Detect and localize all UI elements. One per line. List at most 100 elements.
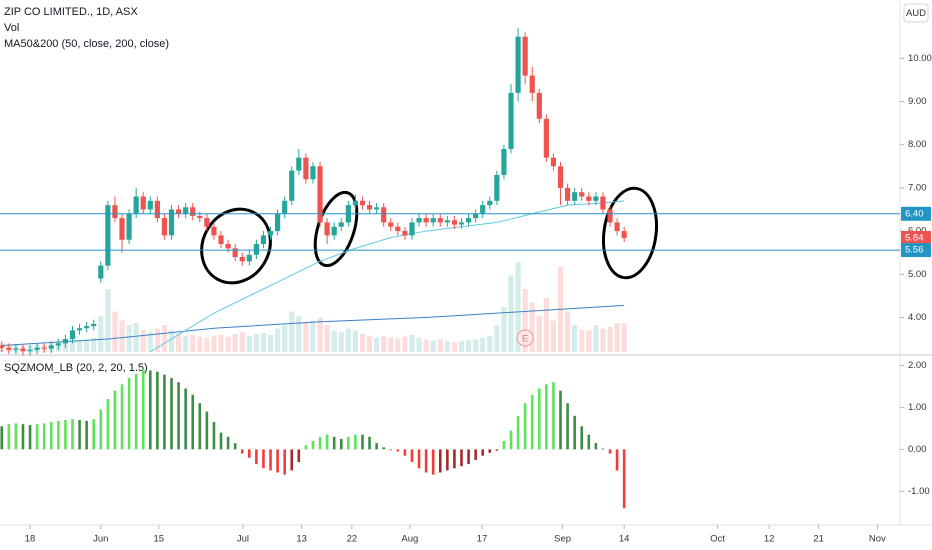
momentum-bar — [127, 378, 131, 450]
volume-bar — [522, 289, 528, 352]
hand-circle — [602, 186, 658, 280]
price-label: 5.84 — [905, 232, 924, 243]
momentum-bar — [106, 399, 110, 450]
candle-body — [409, 222, 415, 236]
volume-bar — [621, 323, 627, 352]
momentum-bar — [566, 403, 569, 450]
candle-body — [564, 187, 571, 201]
momentum-bar — [283, 449, 286, 475]
momentum-bar — [170, 378, 173, 450]
volume-bar — [168, 330, 175, 352]
momentum-bar — [601, 448, 605, 450]
momentum-bar — [35, 424, 39, 450]
momentum-bar — [212, 422, 216, 450]
momentum-bar — [559, 390, 562, 450]
candle-body — [437, 218, 443, 223]
momentum-bar — [42, 423, 46, 450]
candle-body — [416, 218, 422, 223]
candle-body — [331, 226, 337, 236]
volume-bar — [381, 335, 387, 352]
momentum-bar — [71, 419, 74, 450]
candle-body — [303, 157, 309, 180]
volume-bar — [303, 323, 309, 352]
volume-bar — [282, 325, 288, 352]
candle-body — [600, 196, 606, 210]
momentum-bar — [403, 449, 407, 456]
volume-bar — [458, 341, 465, 352]
volume-bar — [437, 339, 443, 352]
x-tick-label: 21 — [813, 534, 824, 545]
momentum-bar — [516, 415, 520, 450]
volume-bar — [593, 325, 599, 352]
volume-bar — [423, 339, 429, 352]
momentum-bar — [552, 382, 555, 450]
candle-body — [458, 222, 465, 225]
candle-body — [529, 75, 535, 93]
momentum-bar — [311, 441, 315, 450]
volume-bar — [614, 323, 620, 352]
candle-body — [147, 200, 153, 210]
candle-body — [487, 200, 493, 206]
volume-bar — [112, 311, 118, 352]
candle-body — [593, 196, 599, 201]
candle-body — [55, 343, 61, 346]
volume-bar — [161, 325, 168, 352]
volume-bar — [536, 316, 542, 352]
volume-bar — [183, 335, 189, 352]
momentum-bar — [347, 436, 350, 450]
momentum-bar — [608, 449, 612, 454]
momentum-bar — [446, 449, 449, 471]
y-tick-label: 5.00 — [908, 269, 927, 280]
candle-body — [34, 347, 40, 350]
candle-body — [190, 207, 196, 216]
volume-bar — [473, 339, 479, 352]
candle-body — [480, 205, 486, 214]
indicator-title: SQZMOM_LB (20, 2, 20, 1.5) — [4, 362, 148, 374]
volume-bar — [324, 325, 330, 352]
legend-line: MA50&200 (50, close, 200, close) — [4, 38, 169, 50]
moving-average — [150, 200, 625, 353]
x-tick-label: Nov — [869, 534, 886, 545]
volume-bar — [465, 340, 472, 352]
candle-body — [154, 200, 160, 219]
momentum-bar — [417, 449, 421, 469]
momentum-bar — [410, 449, 414, 462]
volume-bar — [529, 302, 535, 352]
candle-body — [324, 222, 330, 236]
volume-bar — [586, 330, 592, 352]
momentum-bar — [0, 426, 4, 450]
candle-body — [84, 326, 90, 329]
candle-body — [253, 244, 259, 255]
momentum-bar — [573, 415, 576, 450]
momentum-bar — [361, 434, 364, 450]
hand-circle — [313, 190, 359, 268]
y-tick-label: 0.00 — [908, 444, 927, 455]
volume-bar — [76, 340, 83, 352]
volume-bar — [508, 275, 514, 352]
candle-body — [607, 209, 613, 223]
momentum-bar — [382, 447, 385, 450]
volume-bar — [126, 325, 132, 352]
price-label: 6.40 — [905, 208, 924, 219]
momentum-bar — [276, 449, 279, 473]
momentum-bar — [191, 394, 195, 450]
x-tick-label: 14 — [619, 534, 630, 545]
candle-body — [133, 196, 139, 214]
candle-body — [91, 323, 97, 327]
candle-body — [183, 207, 189, 214]
candle-body — [62, 339, 69, 344]
candle-body — [501, 149, 507, 175]
volume-bar — [140, 329, 146, 352]
volume-bar — [451, 342, 458, 352]
candle-body — [381, 207, 387, 223]
candle-body — [465, 218, 472, 223]
candle-body — [126, 213, 132, 240]
candle-body — [41, 347, 47, 349]
momentum-bar — [49, 422, 53, 450]
volume-bar — [175, 334, 182, 352]
momentum-bar — [85, 420, 88, 450]
volume-bar — [388, 337, 394, 352]
volume-bar — [296, 316, 302, 352]
volume-bar — [190, 334, 196, 352]
momentum-bar — [325, 434, 329, 450]
